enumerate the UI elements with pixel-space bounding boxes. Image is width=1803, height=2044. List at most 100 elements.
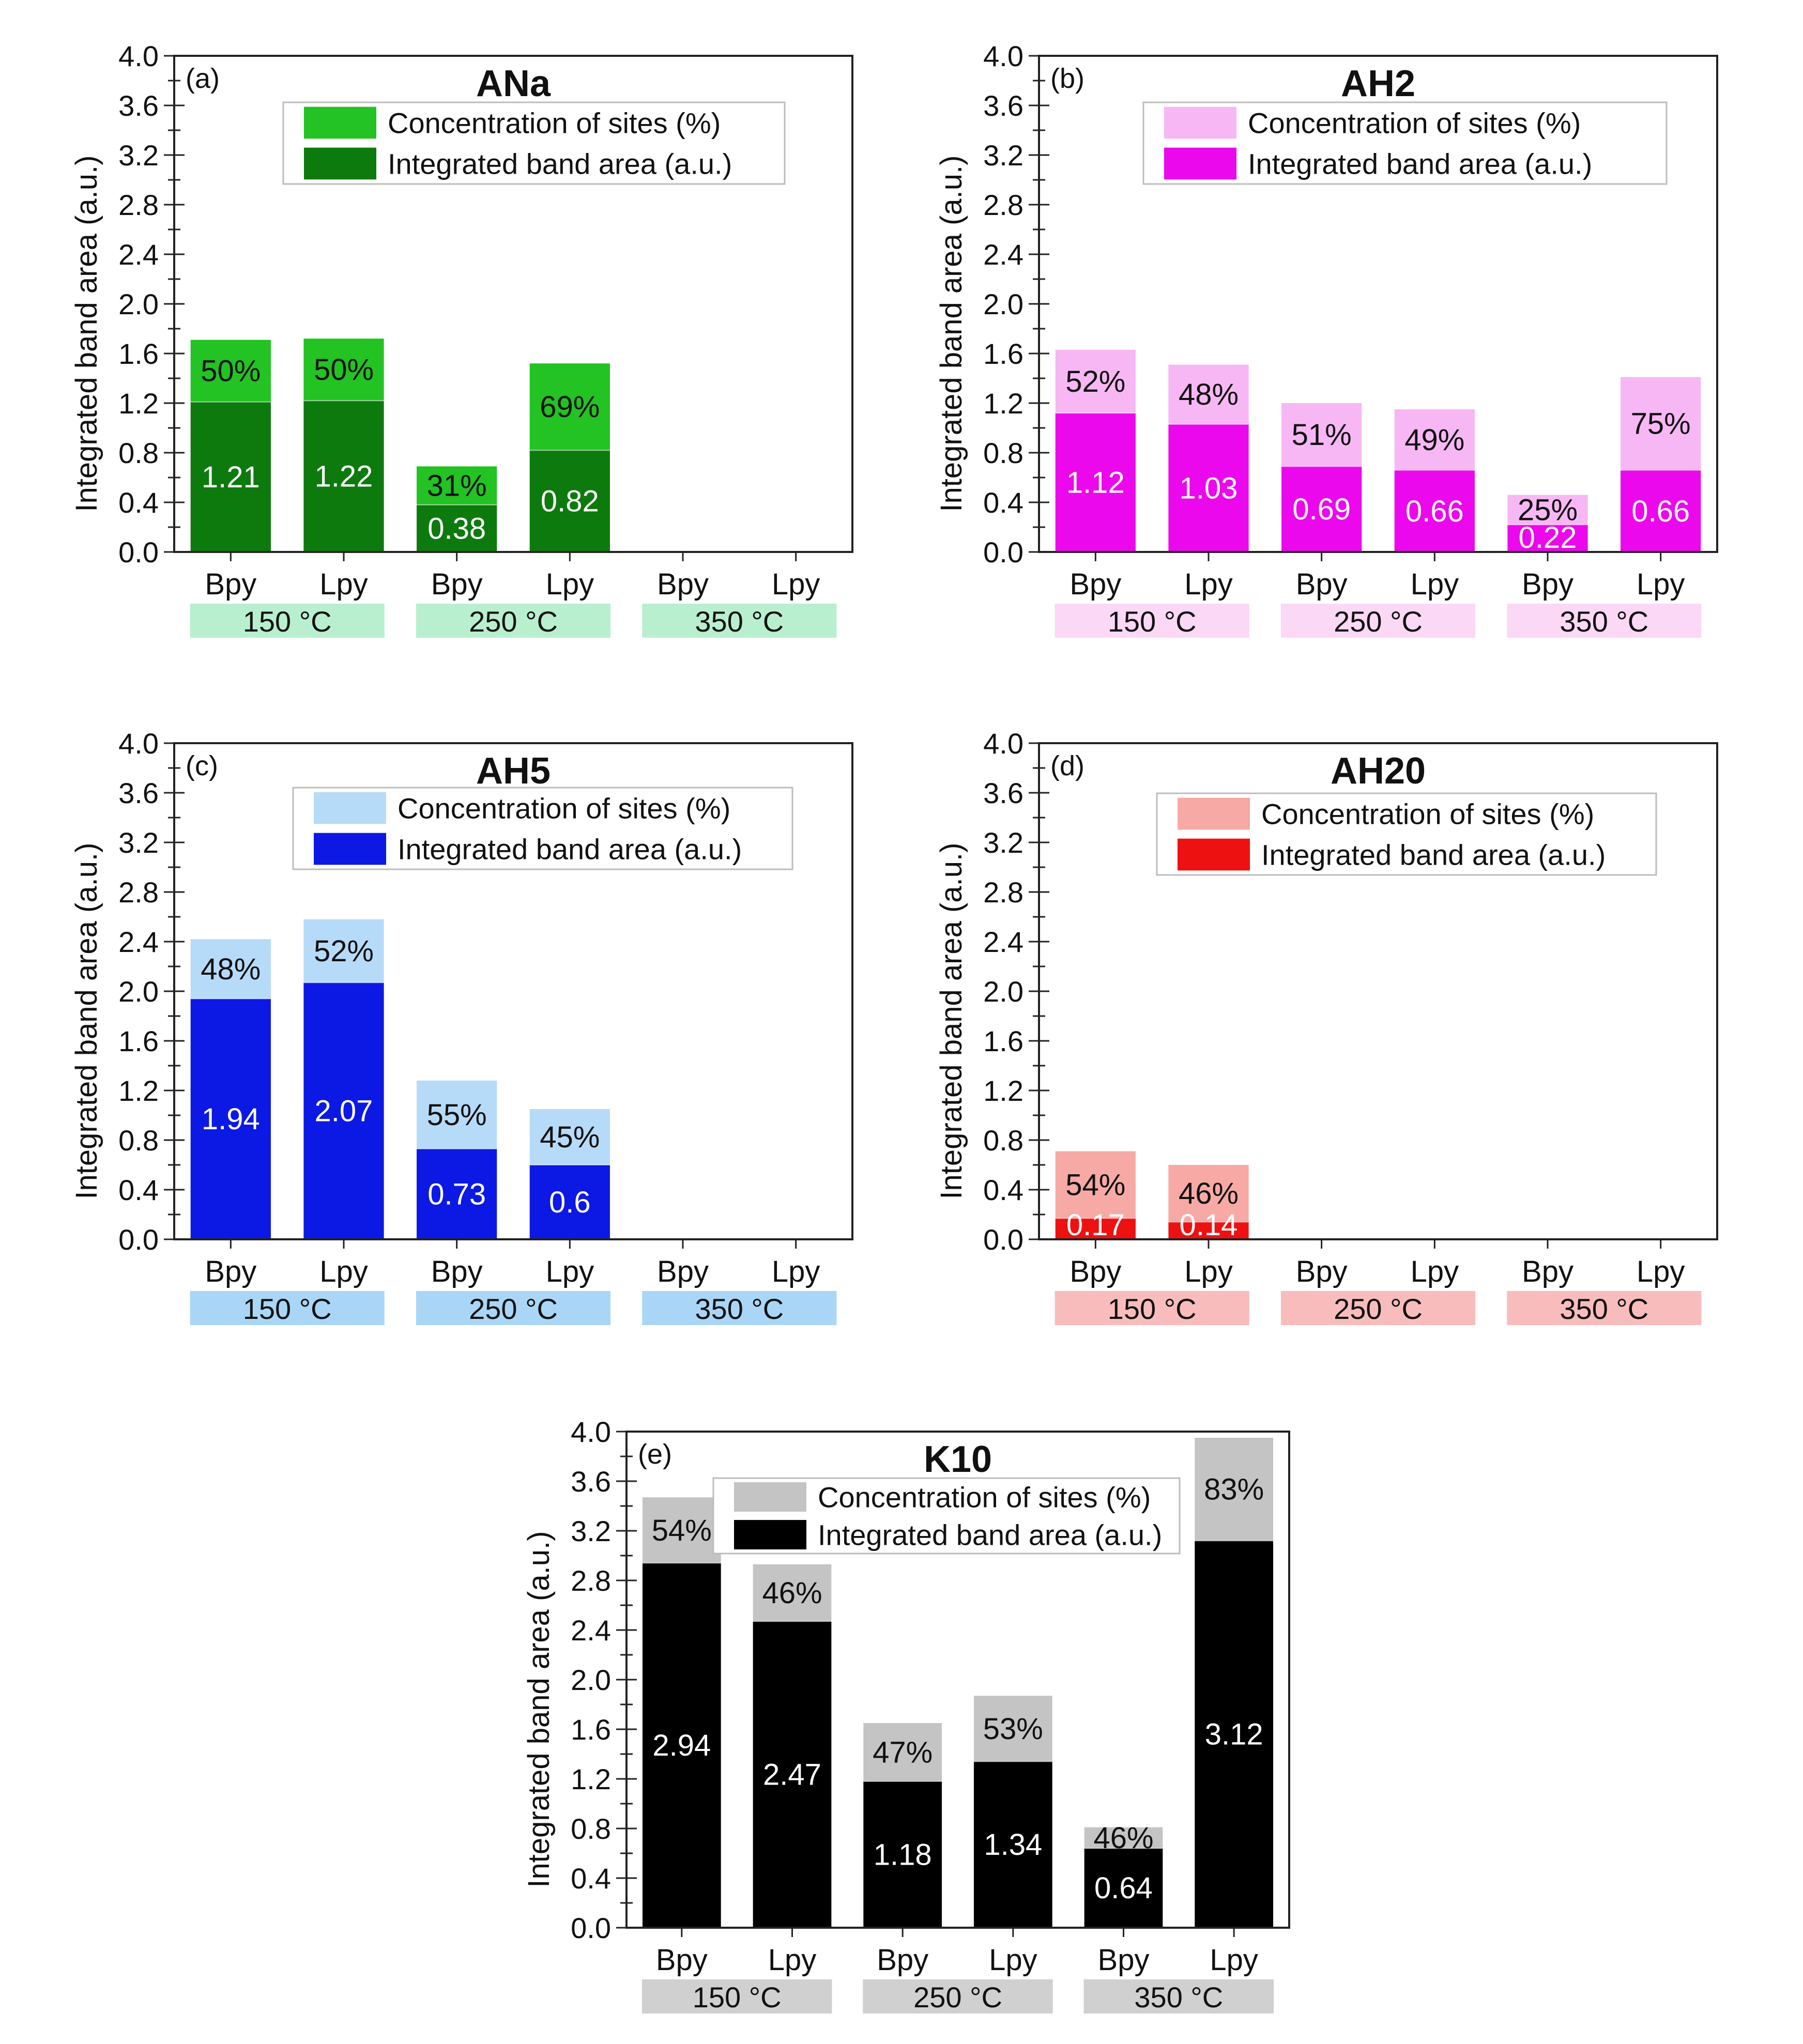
percent-label-2: 46% <box>1179 1177 1239 1210</box>
y-axis-title: Integrated band area (a.u.) <box>70 843 103 1200</box>
y-tick-label: 0.8 <box>571 1812 611 1845</box>
y-tick-label: 2.0 <box>983 975 1023 1008</box>
concentration-bar-4 <box>529 363 610 451</box>
legend-swatch-concentration <box>304 106 376 139</box>
temperature-group-label-1: 150 °C <box>243 605 332 638</box>
y-tick-label: 4.0 <box>983 727 1023 760</box>
concentration-bar-2 <box>753 1564 832 1622</box>
y-tick-label: 2.4 <box>983 238 1023 271</box>
legend-swatch-area <box>1164 147 1236 180</box>
area-bar-2 <box>303 401 384 552</box>
temperature-group-band-2 <box>863 1979 1053 2014</box>
y-tick-label: 0.4 <box>118 1174 159 1206</box>
y-tick-label: 3.2 <box>118 139 159 172</box>
temperature-group-label-3: 350 °C <box>1560 1293 1648 1325</box>
value-label-3: 0.69 <box>1292 493 1351 526</box>
y-tick-label: 0.4 <box>983 486 1023 519</box>
concentration-bar-4 <box>973 1696 1052 1762</box>
temperature-group-band-1 <box>1055 1291 1249 1325</box>
y-tick-label: 2.4 <box>118 926 159 958</box>
legend-swatch-area <box>304 147 376 180</box>
y-tick-label: 3.6 <box>118 777 159 809</box>
y-tick-label: 1.2 <box>571 1763 611 1795</box>
temperature-group-band-3 <box>1083 1979 1274 2014</box>
y-tick-label: 0.4 <box>983 1174 1023 1206</box>
y-tick-label: 2.4 <box>571 1614 611 1647</box>
y-axis-title: Integrated band area (a.u.) <box>522 1531 556 1888</box>
percent-label-2: 50% <box>314 353 374 387</box>
y-tick-label: 4.0 <box>118 40 159 72</box>
legend-swatch-concentration <box>1164 106 1236 139</box>
temperature-group-label-1: 150 °C <box>693 1981 782 2014</box>
y-tick-label: 4.0 <box>983 40 1023 72</box>
y-tick-label: 3.2 <box>118 826 159 859</box>
y-tick-label: 3.2 <box>983 139 1023 172</box>
y-tick-label: 1.2 <box>983 1074 1023 1107</box>
y-tick-label: 3.6 <box>571 1465 611 1498</box>
y-tick-label: 4.0 <box>571 1416 611 1448</box>
x-category-label: Bpy <box>431 1255 483 1288</box>
panel-label: (b) <box>1050 63 1084 94</box>
value-label-5: 0.64 <box>1094 1871 1153 1905</box>
legend-swatch-area <box>314 833 386 865</box>
concentration-bar-6 <box>1195 1438 1274 1541</box>
percent-label-1: 48% <box>201 952 261 986</box>
value-label-3: 0.73 <box>427 1177 486 1211</box>
y-tick-label: 2.8 <box>118 189 159 221</box>
value-label-4: 0.66 <box>1405 495 1464 528</box>
value-label-1: 1.94 <box>202 1102 260 1136</box>
y-tick-label: 0.4 <box>118 486 159 519</box>
percent-label-2: 46% <box>762 1576 822 1610</box>
x-category-label: Bpy <box>1522 1255 1573 1288</box>
area-bar-6 <box>1621 470 1701 552</box>
value-label-6: 0.66 <box>1631 495 1690 528</box>
concentration-bar-1 <box>1055 1151 1136 1219</box>
area-bar-1 <box>190 402 271 552</box>
legend-swatch-area <box>734 1520 806 1549</box>
temperature-group-label-3: 350 °C <box>695 1293 784 1325</box>
area-bar-5 <box>1084 1848 1163 1928</box>
y-tick-label: 0.0 <box>118 1223 159 1256</box>
x-category-label: Lpy <box>1184 1255 1233 1288</box>
temperature-group-band-3 <box>1507 1291 1702 1325</box>
legend-swatch-concentration <box>1178 797 1250 830</box>
y-tick-label: 2.8 <box>983 189 1023 221</box>
chart-panel-5: 54% 2.94 46% 2.47 47% 1.18 53% 1.34 46% 0.64 83% 3.… <box>522 1416 1290 2014</box>
value-label-3: 1.18 <box>874 1838 932 1871</box>
legend-label-area: Integrated band area (a.u.) <box>388 148 732 180</box>
concentration-bar-6 <box>1621 377 1701 470</box>
y-tick-label: 2.8 <box>983 876 1023 909</box>
chart-panel-1: 50% 1.21 50% 1.22 31% 0.38 69% 0.82 0.0 0.4 0.8 1.2… <box>70 40 853 638</box>
percent-label-2: 48% <box>1179 378 1239 411</box>
x-category-label: Bpy <box>1522 567 1573 601</box>
value-label-1: 1.12 <box>1066 466 1125 500</box>
percent-label-1: 50% <box>201 355 261 388</box>
concentration-bar-1 <box>190 340 271 402</box>
y-tick-label: 1.6 <box>983 337 1023 370</box>
y-tick-label: 1.6 <box>118 337 159 370</box>
y-tick-label: 1.6 <box>118 1025 159 1057</box>
temperature-group-band-3 <box>1507 604 1702 638</box>
area-bar-5 <box>1507 525 1588 552</box>
y-axis-title: Integrated band area (a.u.) <box>70 156 103 512</box>
legend-label-concentration: Concentration of sites (%) <box>1248 107 1581 140</box>
temperature-group-label-2: 250 °C <box>1334 1293 1423 1325</box>
y-tick-label: 2.4 <box>118 238 159 271</box>
percent-label-5: 46% <box>1093 1821 1153 1855</box>
area-bar-3 <box>863 1781 942 1928</box>
temperature-group-label-1: 150 °C <box>1108 1293 1197 1325</box>
temperature-group-band-3 <box>642 1291 837 1325</box>
x-category-label: Lpy <box>1184 567 1233 601</box>
area-bar-1 <box>642 1563 721 1928</box>
area-bar-4 <box>529 1165 610 1239</box>
chart-panel-4: 54% 0.17 46%0.14 0.0 0.4 0.8 1.2 1.6 2.0 2.4 2.8 3.… <box>935 727 1718 1325</box>
x-category-label: Bpy <box>656 1943 708 1977</box>
percent-label-6: 75% <box>1631 407 1691 441</box>
temperature-group-label-3: 350 °C <box>695 605 784 638</box>
legend-swatch-concentration <box>734 1482 806 1512</box>
concentration-bar-1 <box>1055 349 1136 413</box>
area-bar-1 <box>1055 1218 1136 1239</box>
temperature-group-label-2: 250 °C <box>1334 605 1423 638</box>
percent-label-4: 45% <box>540 1120 600 1154</box>
